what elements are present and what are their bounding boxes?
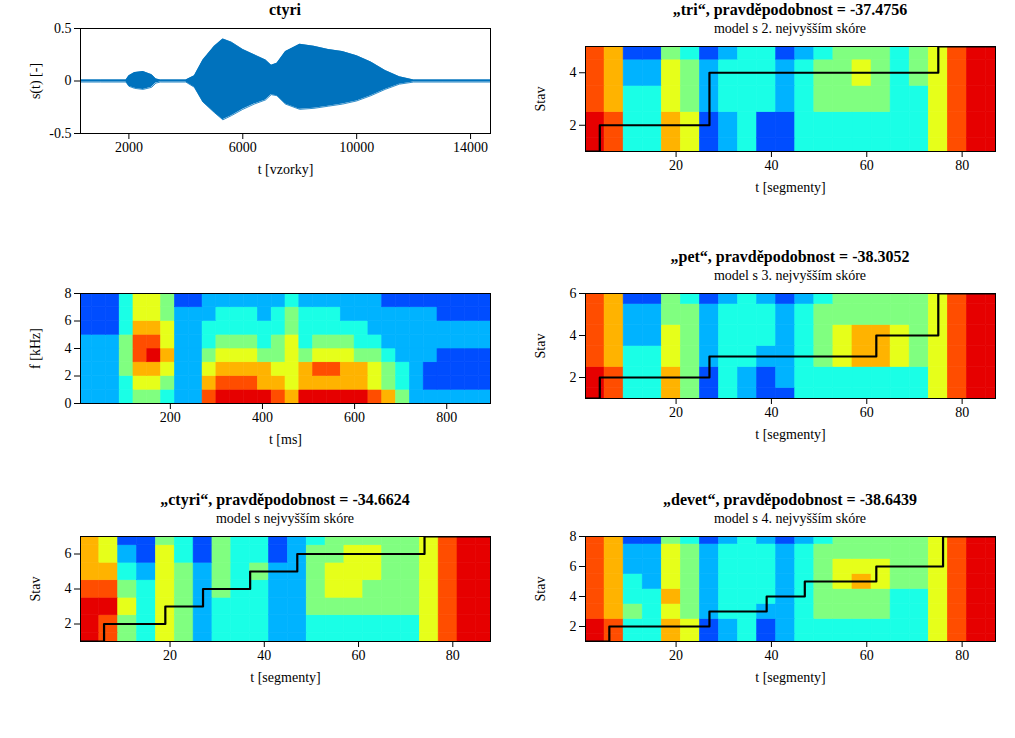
html-text:model s nejvyšším skóre: model s nejvyšším skóre bbox=[216, 511, 354, 526]
svg-text:20: 20 bbox=[669, 158, 683, 173]
svg-text:Stav: Stav bbox=[533, 577, 548, 602]
svg-text:2: 2 bbox=[65, 368, 72, 383]
svg-text:4: 4 bbox=[570, 65, 577, 80]
svg-text:8: 8 bbox=[570, 529, 577, 544]
svg-text:200: 200 bbox=[160, 410, 181, 425]
svg-text:40: 40 bbox=[257, 648, 271, 663]
svg-text:10000: 10000 bbox=[339, 140, 374, 155]
svg-text:6: 6 bbox=[65, 546, 72, 561]
svg-text:80: 80 bbox=[955, 648, 969, 663]
svg-text:2: 2 bbox=[65, 616, 72, 631]
svg-text:4: 4 bbox=[570, 328, 577, 343]
svg-text:Stav: Stav bbox=[28, 577, 43, 602]
html-text:model s 3. nejvyšším skóre: model s 3. nejvyšším skóre bbox=[714, 268, 866, 283]
svg-text:20: 20 bbox=[669, 405, 683, 420]
svg-text:t [segmenty]: t [segmenty] bbox=[755, 670, 825, 685]
svg-text:40: 40 bbox=[764, 405, 778, 420]
svg-text:600: 600 bbox=[344, 410, 365, 425]
svg-text:2000: 2000 bbox=[115, 140, 143, 155]
svg-text:6: 6 bbox=[65, 313, 72, 328]
svg-text:20: 20 bbox=[669, 648, 683, 663]
html-text:„devet“, pravděpodobnost = -38: „devet“, pravděpodobnost = -38.6439 bbox=[663, 491, 917, 508]
svg-text:6000: 6000 bbox=[229, 140, 257, 155]
html-text:ctyri: ctyri bbox=[269, 1, 301, 18]
svg-text:800: 800 bbox=[436, 410, 457, 425]
svg-text:40: 40 bbox=[764, 158, 778, 173]
svg-text:0.5: 0.5 bbox=[54, 21, 72, 36]
svg-text:80: 80 bbox=[955, 405, 969, 420]
html-text:„pet“, pravděpodobnost = -38.3: „pet“, pravděpodobnost = -38.3052 bbox=[670, 248, 910, 265]
svg-text:4: 4 bbox=[570, 589, 577, 604]
svg-text:80: 80 bbox=[446, 648, 460, 663]
svg-text:40: 40 bbox=[764, 648, 778, 663]
html-text:„tri“, pravděpodobnost = -37.4: „tri“, pravděpodobnost = -37.4756 bbox=[672, 1, 908, 18]
svg-text:f [kHz]: f [kHz] bbox=[28, 328, 43, 369]
svg-text:6: 6 bbox=[570, 286, 577, 301]
svg-text:0: 0 bbox=[65, 73, 72, 88]
svg-text:400: 400 bbox=[252, 410, 273, 425]
svg-text:t [segmenty]: t [segmenty] bbox=[250, 670, 320, 685]
svg-text:60: 60 bbox=[860, 158, 874, 173]
svg-text:6: 6 bbox=[570, 559, 577, 574]
svg-text:4: 4 bbox=[65, 341, 72, 356]
svg-text:60: 60 bbox=[860, 648, 874, 663]
html-text:model s 2. nejvyšším skóre: model s 2. nejvyšším skóre bbox=[714, 21, 866, 36]
svg-text:t [segmenty]: t [segmenty] bbox=[755, 180, 825, 195]
svg-text:20: 20 bbox=[163, 648, 177, 663]
svg-text:t [ms]: t [ms] bbox=[269, 432, 302, 447]
html-text:model s 4. nejvyšším skóre: model s 4. nejvyšším skóre bbox=[714, 511, 866, 526]
svg-text:Stav: Stav bbox=[533, 334, 548, 359]
svg-text:60: 60 bbox=[860, 405, 874, 420]
html-text:„ctyri“, pravděpodobnost = -34: „ctyri“, pravděpodobnost = -34.6624 bbox=[160, 491, 410, 508]
svg-text:-0.5: -0.5 bbox=[49, 126, 71, 141]
svg-text:4: 4 bbox=[65, 581, 72, 596]
svg-text:Stav: Stav bbox=[533, 87, 548, 112]
svg-text:s(t) [-]: s(t) [-] bbox=[28, 63, 44, 99]
svg-text:2: 2 bbox=[570, 370, 577, 385]
svg-text:2: 2 bbox=[570, 118, 577, 133]
svg-text:t [vzorky]: t [vzorky] bbox=[258, 162, 314, 177]
svg-text:80: 80 bbox=[955, 158, 969, 173]
svg-text:60: 60 bbox=[352, 648, 366, 663]
svg-text:2: 2 bbox=[570, 619, 577, 634]
svg-text:0: 0 bbox=[65, 396, 72, 411]
svg-text:t [segmenty]: t [segmenty] bbox=[755, 427, 825, 442]
svg-text:14000: 14000 bbox=[453, 140, 488, 155]
svg-text:8: 8 bbox=[65, 286, 72, 301]
